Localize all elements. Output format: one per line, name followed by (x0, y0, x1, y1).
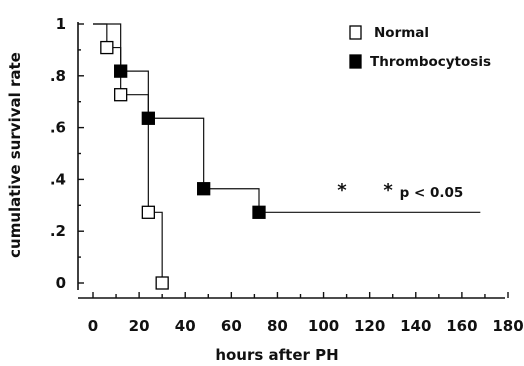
x-tick-label: 40 (175, 317, 196, 335)
significance-star: * (337, 180, 347, 201)
y-tick-label: 0 (56, 274, 66, 292)
y-tick-label: .8 (50, 67, 66, 85)
x-tick-label: 180 (492, 317, 523, 335)
x-tick-label: 80 (267, 317, 288, 335)
y-axis-title: cumulative survival rate (6, 52, 24, 258)
x-tick-label: 0 (88, 317, 98, 335)
x-axis-title: hours after PH (215, 346, 338, 364)
legend-label-thrombocytosis: Thrombocytosis (370, 54, 491, 70)
data-point-thrombocytosis (141, 111, 155, 125)
significance-star: * (383, 180, 393, 201)
x-tick-label: 160 (446, 317, 477, 335)
x-tick-label: 120 (354, 317, 385, 335)
y-tick-label: .4 (50, 170, 66, 188)
y-tick-label: .6 (50, 119, 66, 137)
legend-marker-normal (349, 25, 362, 40)
x-tick-label: 20 (129, 317, 150, 335)
data-point-thrombocytosis (114, 64, 128, 78)
x-tick-label: 140 (400, 317, 431, 335)
x-tick-label: 100 (308, 317, 339, 335)
data-point-normal (155, 276, 169, 290)
data-point-thrombocytosis (252, 205, 266, 219)
p-value-label: p < 0.05 (400, 185, 464, 201)
data-point-normal (141, 205, 155, 219)
y-tick-label: .2 (50, 222, 66, 240)
data-point-normal (100, 40, 114, 55)
data-point-normal (114, 88, 128, 102)
y-tick-label: 1 (56, 15, 66, 33)
data-point-thrombocytosis (197, 182, 211, 196)
x-tick-label: 60 (221, 317, 242, 335)
legend-marker-thrombocytosis (349, 54, 362, 69)
series-line-normal (93, 23, 163, 283)
series-line-thrombocytosis (93, 23, 481, 213)
legend-label-normal: Normal (374, 25, 429, 41)
